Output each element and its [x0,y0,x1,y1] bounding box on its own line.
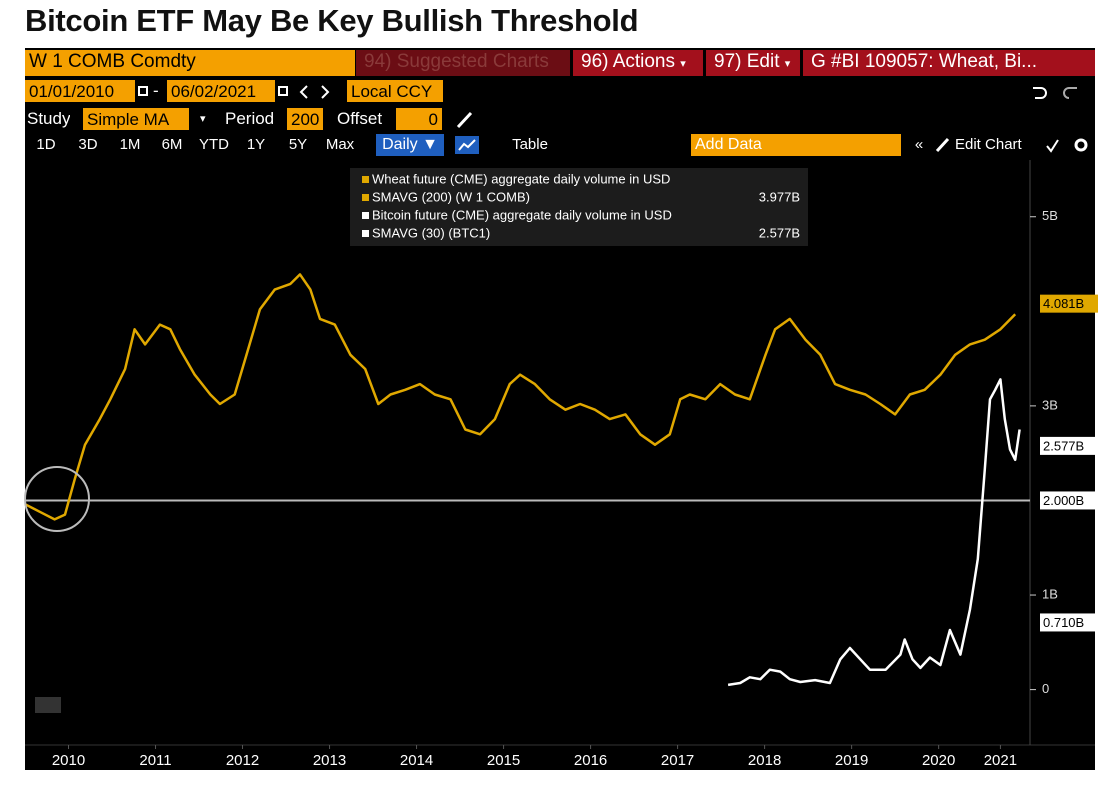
value-tag [1040,613,1098,632]
legend-group: Bitcoin future (CME) aggregate daily vol… [372,207,672,222]
range-button[interactable]: 6M [161,136,183,153]
end-date[interactable]: 06/02/2021 [167,80,275,102]
suggested-charts[interactable]: 94) Suggested Charts [356,50,570,76]
x-tick-label: 2015 [487,752,520,769]
range-button[interactable]: Max [325,136,355,153]
x-tick-label: 2012 [226,752,259,769]
x-tick-label: 2021 [984,752,1017,769]
nav-arrows[interactable] [295,82,335,102]
y-tick-label: 5B [1042,208,1058,223]
range-button[interactable]: 1D [36,136,56,153]
legend-swatch [362,212,369,219]
y-tick-label: 1B [1042,586,1058,601]
value-tag-label: 2.577B [1043,438,1084,453]
date-separator: - [153,81,159,100]
legend-swatch [362,194,369,201]
actions-label: 96) Actions [581,51,675,72]
value-tag [1040,491,1098,510]
x-tick-label: 2017 [661,752,694,769]
range-button[interactable]: 3D [78,136,98,153]
legend-name: SMAVG (200) (W 1 COMB) [372,189,530,204]
range-button[interactable]: 1M [119,136,141,153]
x-tick-label: 2016 [574,752,607,769]
offset-label: Offset [337,109,383,128]
range-buttons: 1D 3D 1M 6M YTD 1Y 5Y Max [25,134,375,156]
study-label: Study [27,109,71,128]
x-tick-label: 2018 [748,752,781,769]
series-line [24,273,1017,521]
edit-chart-button[interactable]: Edit Chart [955,136,1022,153]
frequency-button[interactable]: Daily ▼ [376,134,444,156]
edit-menu[interactable]: 97) Edit ▾ [706,50,800,76]
value-tag-label: 4.081B [1043,296,1084,311]
currency-field[interactable]: Local CCY [347,80,443,102]
table-button[interactable]: Table [512,136,548,153]
period-field[interactable]: 200 [287,108,323,130]
pencil-icon[interactable] [933,136,953,154]
calendar-icon[interactable] [278,86,288,96]
legend-box [350,168,808,246]
value-tag [1040,294,1098,313]
value-tag [1040,436,1098,455]
corner-icon [35,697,61,713]
x-tick-label: 2020 [922,752,955,769]
edit-label: 97) Edit [714,51,780,72]
x-tick-label: 2013 [313,752,346,769]
pen-icon[interactable] [453,108,477,130]
highlight-circle [24,466,90,532]
legend-value: 2.577B [759,225,800,240]
y-tick-label: 3B [1042,397,1058,412]
settings-icons[interactable] [1043,136,1093,154]
value-tag-label: 0.710B [1043,615,1084,630]
legend-name: SMAVG (30) (BTC1) [372,225,490,240]
x-tick-label: 2011 [139,752,171,769]
x-tick-label: 2019 [835,752,868,769]
graph-name: G #BI 109057: Wheat, Bi... [803,50,1095,76]
legend-value: 3.977B [759,189,800,204]
actions-menu[interactable]: 96) Actions ▾ [573,50,703,76]
range-button[interactable]: 5Y [288,136,308,153]
start-date[interactable]: 01/01/2010 [25,80,135,102]
range-button[interactable]: 1Y [246,136,266,153]
y-tick-label: 0 [1042,681,1049,696]
study-field[interactable]: Simple MA [83,108,189,130]
chart-type-icon[interactable] [453,134,481,156]
chart-title: Bitcoin ETF May Be Key Bullish Threshold [25,3,639,38]
x-tick-label: 2010 [52,752,85,769]
legend-group: Wheat future (CME) aggregate daily volum… [372,171,670,186]
toolbar: W 1 COMB Comdty 94) Suggested Charts 96)… [25,48,1095,160]
add-data-field[interactable]: Add Data [691,134,901,156]
undo-redo[interactable] [1025,82,1085,102]
collapse-button[interactable]: « [914,136,924,153]
security-field[interactable]: W 1 COMB Comdty [25,50,355,76]
value-tag-label: 2.000B [1043,493,1084,508]
dropdown-arrow[interactable]: ▾ [200,113,206,125]
calendar-icon[interactable] [138,86,148,96]
x-tick-label: 2014 [400,752,433,769]
legend-swatch [362,230,369,237]
plot-background [25,160,1095,770]
period-label: Period [225,109,275,128]
legend-swatch [362,176,369,183]
series-line [727,378,1021,687]
range-button[interactable]: YTD [199,136,229,153]
offset-field[interactable]: 0 [396,108,442,130]
